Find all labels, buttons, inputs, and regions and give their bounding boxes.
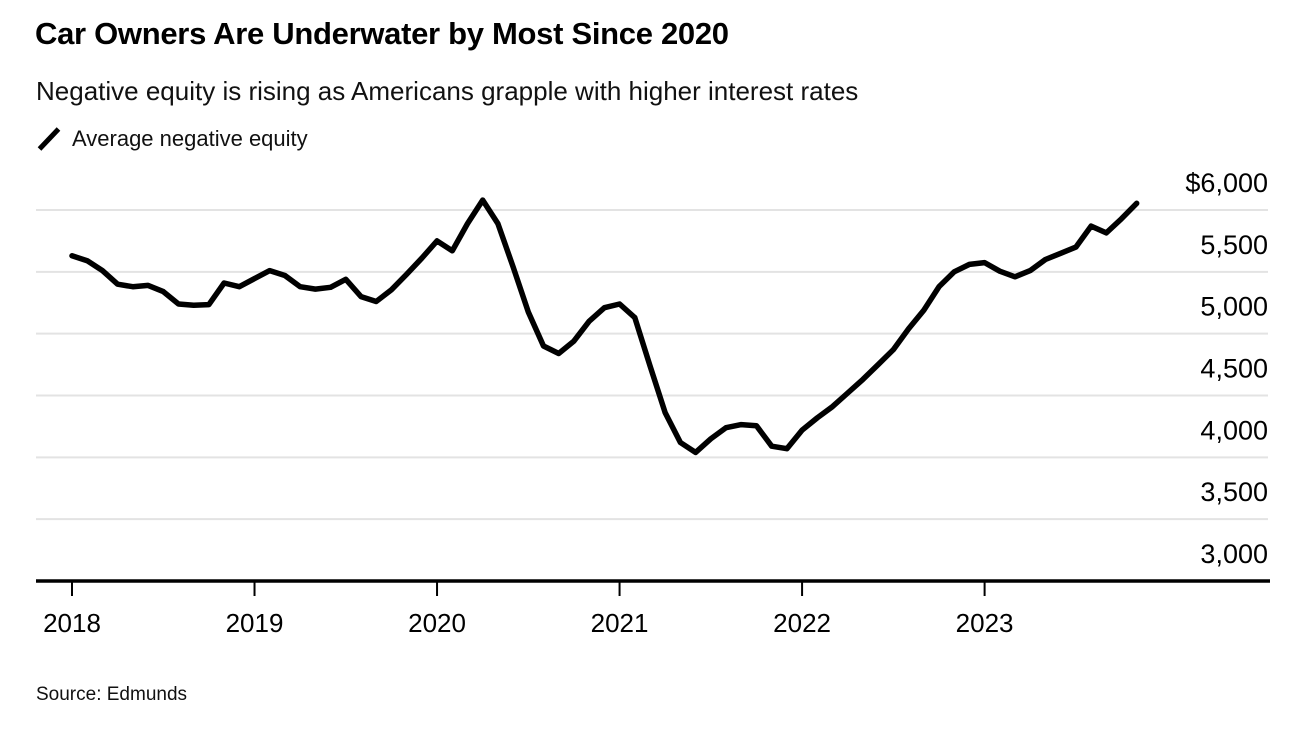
y-axis-label: 5,500 <box>1200 230 1268 260</box>
data-line-average-negative-equity <box>69 197 1140 456</box>
y-axis-label: 3,500 <box>1200 477 1268 507</box>
y-axis-label: 5,000 <box>1200 292 1268 322</box>
x-axis-label: 2019 <box>226 608 284 638</box>
legend-line-icon <box>37 127 61 151</box>
x-axis-label: 2022 <box>773 608 831 638</box>
y-axis-label: 4,500 <box>1200 354 1268 384</box>
chart-title: Car Owners Are Underwater by Most Since … <box>35 16 729 51</box>
chart-subtitle: Negative equity is rising as Americans g… <box>36 76 859 106</box>
x-axis-label: 2021 <box>591 608 649 638</box>
source-note: Source: Edmunds <box>36 684 188 705</box>
line-chart: $6,000 5,500 5,000 4,500 4,000 3,500 3,000 2018… <box>36 168 1270 638</box>
x-axis-label: 2020 <box>408 608 466 638</box>
y-axis-label: 3,000 <box>1200 539 1268 569</box>
y-axis-label: $6,000 <box>1185 168 1268 198</box>
y-axis-label: 4,000 <box>1200 415 1268 445</box>
legend: Average negative equity <box>36 124 308 154</box>
x-axis-label: 2018 <box>43 608 101 638</box>
legend-label: Average negative equity <box>72 126 308 151</box>
x-axis-label: 2023 <box>956 608 1014 638</box>
